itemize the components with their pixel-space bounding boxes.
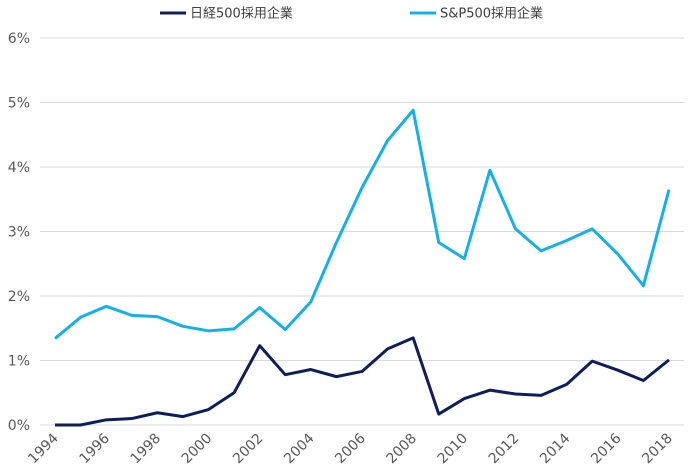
series-line (54, 108, 671, 340)
x-tick-label: 1998 (128, 431, 165, 468)
y-tick-label: 2% (8, 289, 30, 305)
x-tick-label: 2006 (332, 430, 369, 467)
y-tick-label: 0% (8, 418, 30, 434)
y-tick-label: 4% (8, 160, 30, 176)
x-tick-label: 2016 (588, 430, 625, 467)
x-tick-label: 2004 (281, 430, 318, 467)
series-line (55, 336, 670, 427)
x-tick-label: 2010 (435, 431, 472, 468)
x-tick-label: 1996 (76, 430, 113, 467)
y-tick-label: 5% (8, 96, 30, 112)
x-tick-label: 2012 (486, 431, 523, 468)
x-tick-label: 2014 (537, 430, 574, 467)
y-tick-label: 6% (8, 31, 30, 47)
x-tick-label: 2000 (179, 431, 216, 468)
legend-label: S&P500採用企業 (440, 6, 543, 22)
x-tick-label: 2008 (383, 431, 420, 468)
y-tick-label: 3% (8, 225, 30, 241)
y-tick-label: 1% (8, 354, 30, 370)
legend-label: 日経500採用企業 (190, 6, 293, 22)
x-tick-label: 1994 (25, 430, 62, 467)
x-tick-label: 2002 (230, 431, 267, 468)
x-tick-label: 2018 (639, 431, 676, 468)
